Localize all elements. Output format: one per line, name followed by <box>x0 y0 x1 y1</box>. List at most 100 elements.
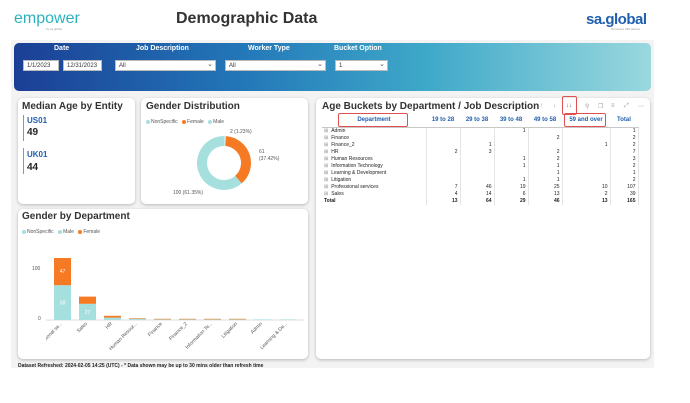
department-cell[interactable]: ⊞ Finance_2 <box>322 141 427 149</box>
entity-median-age: 49 <box>27 127 39 138</box>
age-count-cell <box>460 169 495 177</box>
bar-segment-female[interactable] <box>129 318 146 319</box>
age-count-cell: 39 <box>610 190 639 198</box>
department-cell[interactable]: Total <box>322 197 427 205</box>
bar-segment-male[interactable] <box>54 285 71 320</box>
job-description-dropdown[interactable]: All ⌄ <box>115 60 216 71</box>
expand-row-icon[interactable]: ⊞ <box>324 141 329 148</box>
department-name: Information Technology <box>331 162 383 169</box>
date-to-input[interactable]: 12/31/2023 <box>63 60 102 71</box>
column-header[interactable]: 29 to 38 <box>460 113 494 128</box>
chevron-down-icon: ⌄ <box>317 61 323 68</box>
bar-segment-female[interactable] <box>79 296 96 304</box>
legend-item: Male <box>63 229 74 235</box>
age-count-cell: 13 <box>426 197 461 205</box>
bar-segment-male[interactable] <box>179 319 196 320</box>
copy-icon[interactable]: ❐ <box>598 104 604 110</box>
table-row: ⊞ Information Technology 1 1 2 <box>322 162 639 170</box>
page-title: Demographic Data <box>176 10 318 27</box>
x-axis-tick: Finance <box>147 321 164 338</box>
bucket-option-value: 1 <box>339 63 343 69</box>
bar-segment-female[interactable] <box>179 318 196 320</box>
department-cell[interactable]: ⊞ Finance <box>322 134 427 142</box>
age-count-cell: 25 <box>528 183 563 191</box>
worker-type-dropdown[interactable]: All ⌄ <box>225 60 326 71</box>
expand-row-icon[interactable]: ⊞ <box>324 148 329 155</box>
department-cell[interactable]: ⊞ Sales <box>322 190 427 198</box>
column-header[interactable]: 39 to 48 <box>494 113 528 128</box>
expand-row-icon[interactable]: ⊞ <box>324 169 329 176</box>
gender-donut-chart <box>197 136 251 190</box>
expand-row-icon[interactable]: ⊞ <box>324 134 329 141</box>
expand-row-icon[interactable]: ⊞ <box>324 127 329 134</box>
department-cell[interactable]: ⊞ Admin <box>322 127 427 135</box>
entity-name: US01 <box>27 116 48 125</box>
department-cell[interactable]: ⊞ Learning & Development <box>322 169 427 177</box>
drill-down-icon[interactable]: ↓ <box>553 103 556 109</box>
filter-icon[interactable]: ≡ <box>611 103 615 109</box>
logo-subtitle: by sa.global <box>46 27 63 31</box>
bar-segment-female[interactable] <box>229 318 246 320</box>
bar-segment-female[interactable] <box>154 318 171 320</box>
donut-slice-female[interactable] <box>225 136 251 184</box>
drill-up-icon[interactable]: ↑ <box>540 103 543 109</box>
more-options-icon[interactable]: ⋯ <box>638 104 644 110</box>
department-cell[interactable]: ⊞ Human Resources <box>322 155 427 163</box>
age-count-cell: 1 <box>610 127 639 135</box>
age-count-cell: 2 <box>426 148 461 156</box>
bar-segment-male[interactable] <box>154 319 171 320</box>
header-bar <box>11 10 654 40</box>
age-count-cell: 19 <box>494 183 529 191</box>
bar-segment-male[interactable] <box>279 319 296 320</box>
expand-all-icon[interactable]: ↓↓ <box>566 103 572 109</box>
focus-mode-icon[interactable]: ⤢ <box>624 103 629 109</box>
age-count-cell <box>460 127 495 135</box>
department-name: Total <box>324 197 336 204</box>
expand-row-icon[interactable]: ⊞ <box>324 155 329 162</box>
age-count-cell: 7 <box>610 148 639 156</box>
expand-row-icon[interactable]: ⊞ <box>324 183 329 190</box>
date-from-input[interactable]: 1/1/2023 <box>23 60 59 71</box>
bar-segment-female[interactable] <box>54 258 71 286</box>
bar-segment-male[interactable] <box>254 319 271 320</box>
legend-dot <box>22 229 26 234</box>
age-count-cell: 1 <box>528 169 563 177</box>
column-header[interactable]: 19 to 28 <box>426 113 460 128</box>
median-age-card <box>18 98 135 204</box>
table-row: ⊞ Sales 4 14 6 13 2 39 <box>322 190 639 198</box>
column-header[interactable]: Total <box>610 113 638 128</box>
y-axis-tick: 0 <box>38 316 41 322</box>
age-count-cell: 3 <box>460 148 495 156</box>
age-count-cell: 1 <box>610 169 639 177</box>
expand-row-icon[interactable]: ⊞ <box>324 162 329 169</box>
x-axis-tick: Admin <box>250 321 264 335</box>
bar-segment-male[interactable] <box>204 319 221 320</box>
column-header[interactable]: 49 to 58 <box>528 113 562 128</box>
department-cell[interactable]: ⊞ Professional services <box>322 183 427 191</box>
table-total-row: Total 13 64 29 46 13 165 <box>322 197 639 205</box>
bar-segment-male[interactable] <box>79 303 96 320</box>
dataset-refresh-note: Dataset Refreshed: 2024-02-05 14:25 (UTC… <box>18 363 264 369</box>
expand-row-icon[interactable]: ⊞ <box>324 176 329 183</box>
age-count-cell: 1 <box>494 127 529 135</box>
donut-slice-nonspecific[interactable] <box>224 136 227 147</box>
bar-data-label: 58 <box>60 301 66 307</box>
department-cell[interactable]: ⊞ HR <box>322 148 427 156</box>
age-count-cell <box>426 169 461 177</box>
expand-row-icon[interactable]: ⊞ <box>324 190 329 197</box>
age-count-cell: 10 <box>562 183 611 191</box>
department-cell[interactable]: ⊞ Litigation <box>322 176 427 184</box>
pin-icon[interactable]: ⚲ <box>585 104 590 110</box>
table-row: ⊞ Admin 1 1 <box>322 127 639 135</box>
donut-label-female-pct: (37.42%) <box>259 156 280 162</box>
bucket-option-dropdown[interactable]: 1 ⌄ <box>335 60 388 71</box>
donut-slice-male[interactable] <box>197 136 242 190</box>
bar-segment-male[interactable] <box>104 317 121 320</box>
bar-segment-female[interactable] <box>204 318 221 320</box>
bar-segment-male[interactable] <box>229 319 246 320</box>
department-cell[interactable]: ⊞ Information Technology <box>322 162 427 170</box>
x-axis-tick: Information Te... <box>184 321 214 351</box>
bar-segment-male[interactable] <box>129 318 146 320</box>
age-count-cell <box>494 134 529 142</box>
bar-segment-female[interactable] <box>104 315 121 318</box>
